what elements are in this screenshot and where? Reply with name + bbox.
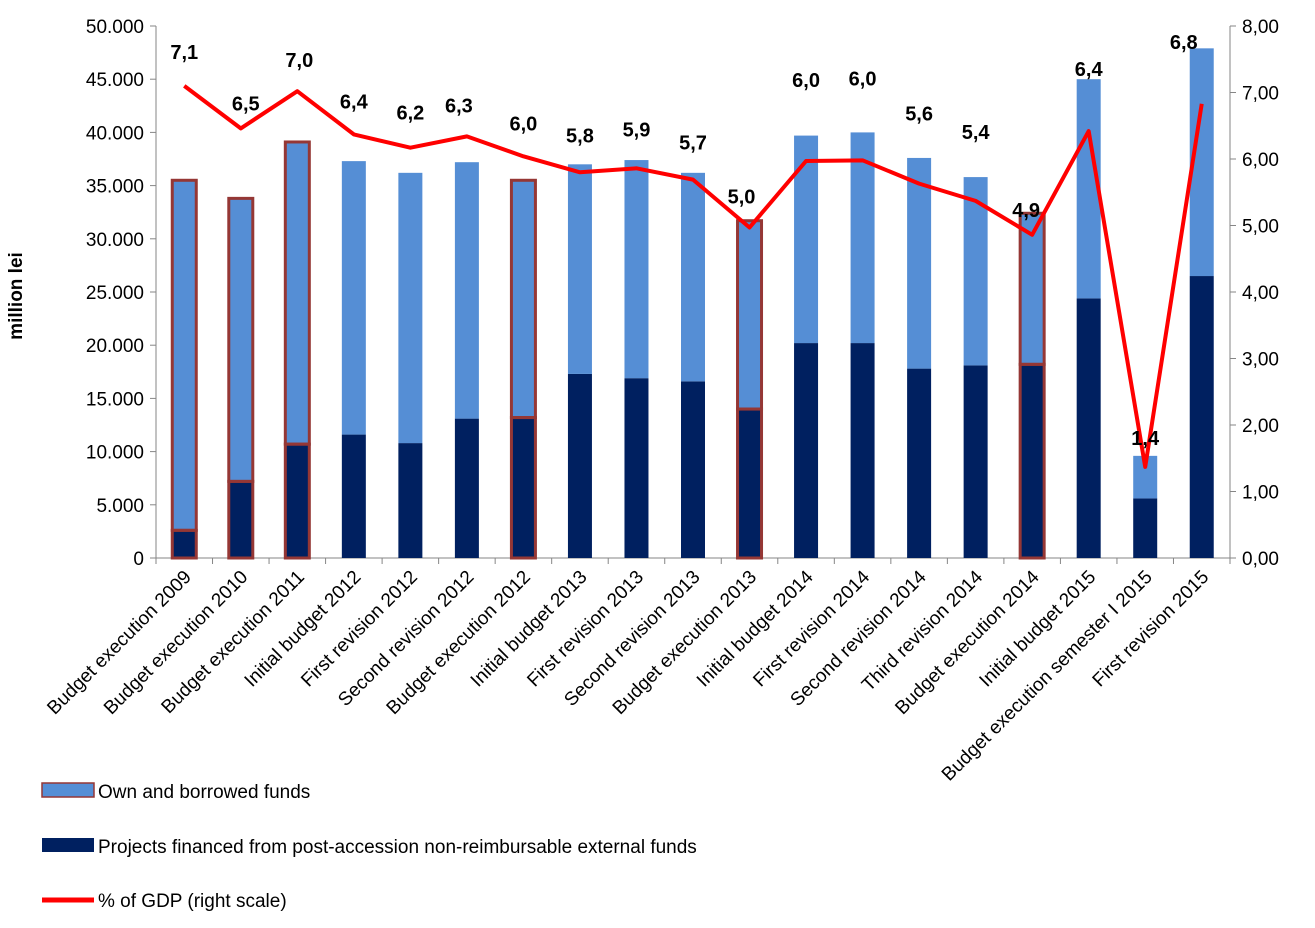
bar-external-funds	[1189, 276, 1214, 558]
gdp-data-label: 6,0	[792, 70, 820, 92]
bar-external-funds	[567, 373, 592, 558]
bar-external-funds	[454, 418, 479, 558]
gdp-data-label: 5,9	[623, 119, 651, 141]
bar-highlight-outline	[283, 442, 311, 560]
bar-external-funds	[1020, 364, 1045, 558]
y2-tick-label: 8,00	[1242, 17, 1279, 38]
bar-external-funds	[341, 434, 366, 558]
legend-label-own-funds: Own and borrowed funds	[98, 782, 310, 803]
legend: Own and borrowed funds Projects financed …	[41, 782, 697, 912]
y2-tick-label: 4,00	[1242, 283, 1279, 304]
bar-external-funds	[681, 381, 705, 558]
y-tick-label: 25.000	[86, 283, 144, 304]
y-tick-label: 5.000	[96, 496, 144, 517]
bar-external-funds	[511, 417, 536, 558]
gdp-data-label: 6,4	[1075, 59, 1104, 81]
bar-external-funds	[228, 481, 253, 558]
legend-label-gdp: % of GDP (right scale)	[98, 891, 287, 912]
gdp-data-label: 5,6	[905, 104, 933, 126]
bar-own-borrowed-funds	[172, 180, 197, 531]
bar-external-funds	[963, 365, 988, 558]
bar-external-funds	[285, 444, 310, 558]
bar-own-borrowed-funds	[907, 157, 932, 369]
gdp-data-label: 6,3	[445, 95, 473, 117]
data-labels: 7,1 6,5 7,0 6,4 6,2 6,3 6,0 5,8 5,9 5,7 5,0 6,0 6,0 5…	[170, 32, 1197, 450]
bar-own-borrowed-funds	[681, 172, 705, 382]
gdp-data-label: 5,0	[728, 186, 756, 208]
y2-tick-label: 3,00	[1242, 350, 1279, 371]
bar-external-funds	[398, 443, 423, 558]
y-axis-title: million lei	[6, 252, 27, 340]
bars	[170, 48, 1214, 560]
bar-highlight-outline	[1018, 362, 1046, 560]
legend-swatch-external-funds	[42, 838, 94, 852]
gdp-data-label: 6,8	[1170, 32, 1198, 54]
bar-external-funds	[794, 343, 819, 558]
y2-tick-label: 0,00	[1242, 549, 1279, 570]
bar-own-borrowed-funds	[624, 160, 649, 379]
y-tick-label: 10.000	[86, 443, 144, 464]
gdp-data-label: 7,0	[285, 50, 313, 72]
bar-external-funds	[172, 530, 197, 558]
bar-external-funds	[1133, 498, 1158, 558]
gdp-line	[183, 84, 1204, 469]
y-tick-label: 0	[133, 549, 144, 570]
bar-own-borrowed-funds	[794, 135, 819, 344]
axes: 0 5.000 10.000 15.000 20.000 25.000 30.000 35.0…	[86, 17, 1279, 570]
bar-external-funds	[850, 343, 875, 558]
bar-own-borrowed-funds	[850, 132, 875, 344]
y-tick-label: 30.000	[86, 230, 144, 251]
bar-own-borrowed-funds	[285, 141, 310, 445]
bar-own-borrowed-funds	[454, 162, 479, 419]
y-tick-label: 45.000	[86, 70, 144, 91]
gdp-data-label: 5,4	[962, 122, 991, 144]
y-tick-label: 35.000	[86, 177, 144, 198]
bar-highlight-outline	[170, 528, 198, 560]
y2-tick-label: 2,00	[1242, 416, 1279, 437]
gdp-data-label: 6,5	[232, 93, 260, 115]
gdp-line-group	[183, 84, 1204, 469]
y-tick-label: 40.000	[86, 123, 144, 144]
bar-own-borrowed-funds	[341, 161, 366, 435]
gdp-data-label: 6,2	[396, 103, 424, 125]
bar-highlight-outline	[509, 416, 537, 560]
bar-external-funds	[1076, 298, 1101, 558]
bar-highlight-outline	[227, 479, 255, 560]
bar-own-borrowed-funds	[398, 172, 423, 444]
bar-highlight-outline	[736, 407, 764, 560]
bar-own-borrowed-funds	[1020, 213, 1045, 365]
y2-tick-label: 1,00	[1242, 483, 1279, 504]
gdp-data-label: 6,0	[510, 113, 538, 135]
x-category-label: Budget execution semester I 2015	[938, 567, 1157, 786]
y-tick-label: 50.000	[86, 17, 144, 38]
bar-external-funds	[907, 368, 932, 558]
y2-tick-label: 5,00	[1242, 217, 1279, 238]
gdp-data-label: 6,4	[340, 91, 369, 113]
bar-external-funds	[737, 409, 762, 558]
legend-swatch-own-funds	[41, 782, 95, 798]
bar-own-borrowed-funds	[511, 180, 536, 418]
gdp-data-label: 6,0	[849, 68, 877, 90]
legend-label-external-funds: Projects financed from post-accession no…	[98, 837, 697, 858]
y2-tick-label: 6,00	[1242, 150, 1279, 171]
gdp-data-label: 5,8	[566, 125, 594, 147]
y-tick-label: 20.000	[86, 336, 144, 357]
bar-external-funds	[624, 378, 649, 558]
bar-own-borrowed-funds	[567, 164, 592, 374]
gdp-data-label: 4,9	[1012, 200, 1040, 222]
bar-own-borrowed-funds	[737, 220, 762, 410]
gdp-data-label: 5,7	[679, 133, 707, 155]
y-tick-label: 15.000	[86, 389, 144, 410]
bar-own-borrowed-funds	[963, 177, 988, 366]
gdp-data-label: 7,1	[170, 42, 198, 64]
bar-own-borrowed-funds	[228, 198, 253, 482]
gdp-data-label: 1,4	[1131, 428, 1160, 450]
y2-tick-label: 7,00	[1242, 84, 1279, 105]
